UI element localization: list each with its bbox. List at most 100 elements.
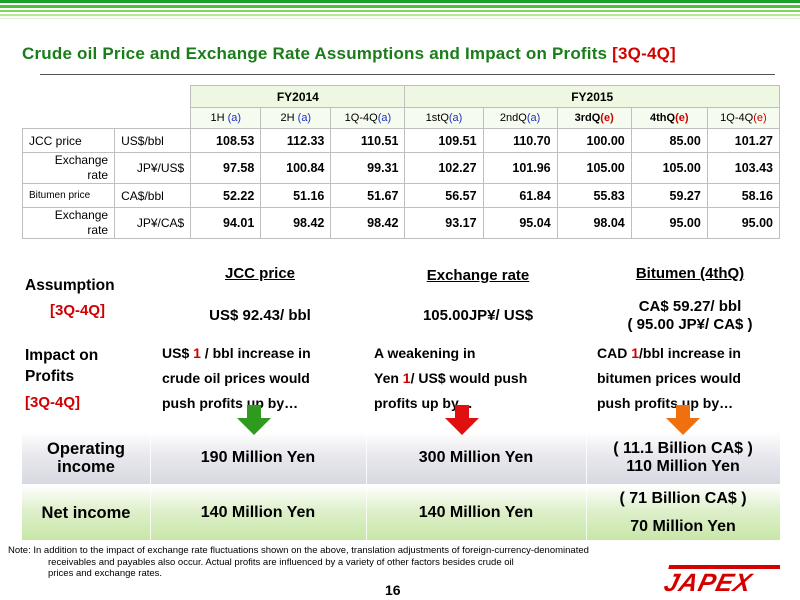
title-rule [40,74,775,75]
table-cell: 98.42 [260,207,332,239]
table-cell: 105.00 [630,152,708,184]
column-head-jcc: JCC price [224,265,296,282]
row-label: JCC price [21,128,116,153]
impact-jcc-pre: US$ [162,345,194,361]
period-header: 2ndQ(a) [482,107,558,129]
operating-income-band: Operating income 190 Million Yen 300 Mill… [22,432,780,484]
column-head-bitumen: Bitumen (4thQ) [635,265,745,282]
table-cell: 101.27 [706,128,781,153]
table-cell: 109.51 [404,128,484,153]
impact-jcc-post: / bbl increase in [200,345,311,361]
net-income-exchange: 140 Million Yen [418,503,534,521]
table-cell: 103.43 [706,152,781,184]
table-row: Exchange rate JP¥/US$ 97.58 100.84 99.31 102.… [21,152,781,184]
table-cell: 100.00 [556,128,632,153]
net-income-band: Net income 140 Million Yen 140 Million Y… [22,485,780,540]
header-stripes [0,0,800,22]
net-income-jcc: 140 Million Yen [200,503,316,521]
assumption-exchange: 105.00JP¥/ US$ [422,307,534,324]
title-main: Crude oil Price and Exchange Rate Assump… [22,44,608,63]
table-cell: 56.57 [404,183,484,208]
impact-bit-line2: bitumen prices would [597,370,741,386]
period-header: 2H (a) [260,107,332,129]
row-label: Exchange rate [21,207,116,239]
impact-fx-post: / US$ would push [410,370,528,386]
operating-income-bitumen: ( 11.1 Billion CA$ ) 110 Million Yen [586,432,780,484]
assumption-label: Assumption [25,277,115,294]
table-cell: 112.33 [260,128,332,153]
table-cell: 94.01 [190,207,262,239]
impact-fx-num: 1 [402,370,411,386]
page-title: Crude oil Price and Exchange Rate Assump… [22,44,676,64]
table-cell: 95.00 [630,207,708,239]
row-unit: JP¥/CA$ [114,207,192,239]
period-header: 1H (a) [190,107,262,129]
operating-label-line1: Operating [47,440,125,458]
net-bitumen-line1: ( 71 Billion CA$ ) [619,489,747,507]
assumption-bitumen-price: CA$ 59.27/ bbl [638,298,742,315]
footnote-prefix: Note: [8,545,31,556]
table-cell: 58.16 [706,183,781,208]
footnote-line1: In addition to the impact of exchange ra… [33,545,589,556]
impact-fx-line3: profits up by… [374,395,473,411]
row-unit: CA$/bbl [114,183,192,208]
operating-bitumen-line2: 110 Million Yen [626,458,740,475]
impact-period: [3Q-4Q] [25,394,81,411]
impact-text-bitumen: CAD 1/bbl increase in bitumen prices wou… [597,341,782,416]
table-cell: 51.16 [260,183,332,208]
period-header: 3rdQ(e) [556,107,632,129]
operating-bitumen-line1: ( 11.1 Billion CA$ ) [613,440,753,457]
impact-bit-post: /bbl increase in [639,345,741,361]
table-cell: 97.58 [190,152,262,184]
table-cell: 95.04 [482,207,558,239]
column-head-exchange: Exchange rate [426,267,530,284]
table-cell: 99.31 [330,152,406,184]
period-header: 1Q-4Q(a) [330,107,406,129]
impact-bit-pre: CAD [597,345,632,361]
impact-text-jcc: US$ 1 / bbl increase in crude oil prices… [162,341,362,416]
impact-bit-num: 1 [631,345,640,361]
impact-jcc-num: 1 [193,345,201,361]
operating-label-line2: income [57,458,115,476]
table-cell: 95.00 [706,207,781,239]
table-cell: 108.53 [190,128,262,153]
table-cell: 100.84 [260,152,332,184]
impact-jcc-line3: push profits up by… [162,395,299,411]
impact-jcc-line2: crude oil prices would [162,370,310,386]
impact-label-line1: Impact on [25,347,99,364]
table-row: Exchange rate JP¥/CA$ 94.01 98.42 98.42 93.17… [21,207,781,239]
period-header: 4thQ(e) [630,107,708,129]
row-label: Bitumen price [21,183,116,208]
net-income-bitumen: ( 71 Billion CA$ ) 70 Million Yen [586,485,780,540]
net-bitumen-line2: 70 Million Yen [630,517,736,535]
row-unit: JP¥/US$ [114,152,192,184]
table-cell: 110.51 [330,128,406,153]
impact-text-exchange: A weakening in Yen 1/ US$ would push pro… [374,341,574,416]
assumption-jcc: US$ 92.43/ bbl [209,307,311,324]
row-unit: US$/bbl [114,128,192,153]
assumption-table: FY2014 FY2015 1H (a) 2H (a) 1Q-4Q(a) 1stQ(a… [21,85,781,239]
assumption-period: [3Q-4Q] [50,302,106,319]
table-header-periods: 1H (a) 2H (a) 1Q-4Q(a) 1stQ(a) 2ndQ(a) 3rdQ(e… [22,107,781,129]
logo-text: JAPEX [661,569,756,594]
table-cell: 98.04 [556,207,632,239]
table-cell: 101.96 [482,152,558,184]
page-number: 16 [385,582,401,598]
header-fy2015: FY2015 [404,85,780,108]
operating-income-exchange: 300 Million Yen [418,449,534,466]
table-cell: 110.70 [482,128,558,153]
header-fy2014: FY2014 [190,85,406,108]
table-cell: 102.27 [404,152,484,184]
footnote: Note: In addition to the impact of excha… [8,545,648,580]
impact-fx-line1: A weakening in [374,345,476,361]
table-cell: 52.22 [190,183,262,208]
operating-income-jcc: 190 Million Yen [200,449,316,466]
footnote-line2: receivables and payables also occur. Act… [48,556,514,568]
impact-label-line2: Profits [25,368,75,385]
table-cell: 51.67 [330,183,406,208]
table-cell: 105.00 [556,152,632,184]
table-cell: 85.00 [630,128,708,153]
footnote-line3: prices and exchange rates. [48,568,163,579]
period-header: 1Q-4Q(e) [706,107,781,129]
